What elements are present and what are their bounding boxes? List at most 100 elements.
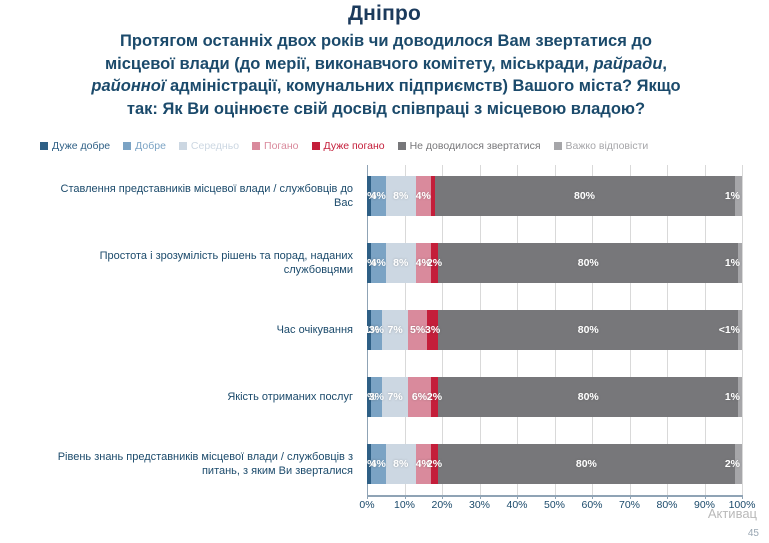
gridline xyxy=(742,165,743,495)
bar-segment-label: 3% xyxy=(368,324,384,336)
bar-segment[interactable]: 1% xyxy=(430,176,435,216)
bar-segment[interactable]: 7% xyxy=(382,377,409,417)
bar-segment-label: 2% xyxy=(426,458,443,470)
legend-swatch-icon xyxy=(311,142,320,150)
x-axis-tick-label: 10% xyxy=(393,499,416,511)
bar-segment[interactable]: 4% xyxy=(416,176,431,216)
x-axis-tick-label: 80% xyxy=(656,499,678,511)
bar-segment[interactable]: 80% xyxy=(434,176,735,216)
bar-row[interactable]: Простота і зрозумілість рішень та порад,… xyxy=(0,240,769,286)
legend-item[interactable]: Дуже добре xyxy=(40,140,110,152)
legend-swatch-icon xyxy=(123,142,132,150)
x-axis-tick-mark xyxy=(704,495,706,499)
bar-segment-label: 80% xyxy=(577,391,599,403)
bar-segment[interactable]: 6% xyxy=(408,377,431,417)
bar-segment[interactable]: 2% xyxy=(725,444,742,484)
legend-item[interactable]: Дуже погано xyxy=(311,140,385,152)
bar-segment[interactable]: 80% xyxy=(438,444,735,484)
stacked-bar[interactable]: 1%3%7%6%2%80%1% xyxy=(367,377,742,417)
bar-segment-label: 1% xyxy=(724,391,740,403)
bar-segment[interactable]: 1% xyxy=(725,243,742,283)
legend-item[interactable]: Середньо xyxy=(178,140,239,152)
bar-segment-label: 1% xyxy=(367,391,377,403)
legend-item-label: Погано xyxy=(264,140,299,152)
bar-segment-label: 2% xyxy=(426,257,443,269)
category-label: Рівень знань представників місцевої влад… xyxy=(0,450,360,478)
bar-segment[interactable]: 4% xyxy=(371,176,386,216)
bar-segment[interactable]: 1% xyxy=(367,243,376,283)
bar-segment-label: 1% xyxy=(724,257,740,269)
bar-segment-label: 1% xyxy=(724,190,740,202)
bar-segment-label: 8% xyxy=(393,190,409,202)
legend-item[interactable]: Добре xyxy=(123,140,166,152)
question-italic-rayonnoi: районної xyxy=(91,77,166,95)
bar-segment[interactable]: 1% xyxy=(725,377,742,417)
legend-item-label: Важко відповісти xyxy=(565,140,649,152)
legend-swatch-icon xyxy=(252,142,261,150)
bar-segment[interactable]: 3% xyxy=(425,310,441,350)
category-label-line: Час очікування xyxy=(276,324,353,336)
question-line-3: районної адміністрації, комунальних підп… xyxy=(91,77,681,95)
bar-segment[interactable]: 2% xyxy=(427,444,442,484)
question-italic-rayrady: райради xyxy=(593,54,663,73)
legend-swatch-icon xyxy=(397,142,406,150)
question-line-2: місцевої влади (до мерії, виконавчого ко… xyxy=(104,54,668,73)
bar-segment-label: 4% xyxy=(415,190,431,202)
legend-item[interactable]: Погано xyxy=(252,140,299,152)
bar-segment-label: <1% xyxy=(367,324,380,336)
bar-segment-label: 3% xyxy=(425,324,441,336)
bar-segment-label: 1% xyxy=(367,190,377,202)
bar-segment[interactable]: 4% xyxy=(371,243,386,283)
bar-segment[interactable]: 4% xyxy=(371,444,386,484)
bar-segment[interactable]: 2% xyxy=(427,377,442,417)
bar-segment[interactable]: 7% xyxy=(382,310,409,350)
bar-segment[interactable]: 4% xyxy=(416,243,431,283)
legend-swatch-icon xyxy=(40,142,48,150)
bar-segment[interactable]: 80% xyxy=(438,310,739,350)
legend-item[interactable]: Важко відповісти xyxy=(553,140,649,152)
bar-segment[interactable]: 8% xyxy=(385,176,416,216)
bar-segment[interactable]: 80% xyxy=(438,243,739,283)
legend-item[interactable]: Не доводилося звертатися xyxy=(397,140,541,152)
bar-segment-label: 8% xyxy=(393,257,409,269)
stacked-bar[interactable]: 1%4%8%4%2%80%1% xyxy=(367,243,742,283)
stacked-bar[interactable]: 1%4%8%4%2%80%2% xyxy=(367,444,742,484)
bar-row[interactable]: Рівень знань представників місцевої влад… xyxy=(0,441,769,487)
stacked-bar[interactable]: 1%4%8%4%1%80%1% xyxy=(367,176,742,216)
question-text: Протягом останніх двох років чи доводило… xyxy=(52,30,720,120)
bar-segment[interactable]: 3% xyxy=(368,310,384,350)
x-axis-tick-label: 40% xyxy=(506,499,528,511)
bar-segment[interactable]: 8% xyxy=(385,243,416,283)
x-axis-tick-mark xyxy=(367,495,368,499)
bar-segment-label: 4% xyxy=(370,190,386,202)
question-line-1: Протягом останніх двох років чи доводило… xyxy=(120,32,652,50)
bar-segment[interactable]: 5% xyxy=(408,310,427,350)
bar-segment[interactable]: 2% xyxy=(427,243,442,283)
bar-segment[interactable]: 1% xyxy=(367,444,376,484)
page-title: Дніпро xyxy=(347,2,422,25)
bar-segment-label: 80% xyxy=(575,458,597,470)
x-axis-tick-mark xyxy=(479,495,481,499)
x-axis-tick-mark xyxy=(742,495,743,499)
bar-segment[interactable]: 3% xyxy=(369,377,384,417)
bar-segment[interactable]: 8% xyxy=(385,444,416,484)
bar-row[interactable]: Час очікування<1%3%7%5%3%80%<1% xyxy=(0,307,769,353)
bar-segment[interactable]: 1% xyxy=(725,176,742,216)
legend-item-label: Дуже добре xyxy=(52,140,111,152)
x-axis-tick-label: 0% xyxy=(359,499,375,511)
bar-row[interactable]: Ставлення представників місцевої влади /… xyxy=(0,173,769,219)
bar-segment[interactable]: 80% xyxy=(438,377,739,417)
x-axis-tick-mark xyxy=(442,495,443,499)
bar-segment[interactable]: 1% xyxy=(367,176,376,216)
bar-segment[interactable]: 4% xyxy=(416,444,431,484)
chart-plot-area: Ставлення представників місцевої влади /… xyxy=(0,165,769,495)
bar-segment[interactable]: 1% xyxy=(367,377,376,417)
bar-segment[interactable]: <1% xyxy=(719,310,742,350)
x-axis-tick-label: 30% xyxy=(468,499,491,511)
stacked-bar[interactable]: <1%3%7%5%3%80%<1% xyxy=(367,310,742,350)
bar-row[interactable]: Якість отриманих послуг1%3%7%6%2%80%1% xyxy=(0,374,769,420)
category-label-line: Вас xyxy=(334,197,353,209)
category-label-line: питань, з яким Ви зверталися xyxy=(201,465,353,477)
bar-segment[interactable]: <1% xyxy=(367,310,380,350)
